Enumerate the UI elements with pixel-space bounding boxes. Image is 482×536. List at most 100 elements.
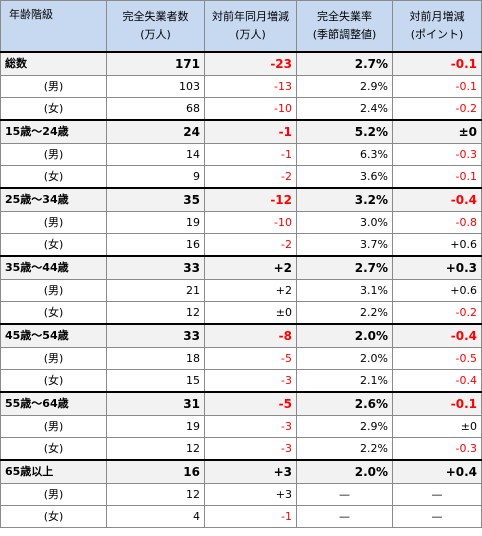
mom-change-cell: —	[392, 505, 482, 528]
age-label-cell: (女)	[0, 301, 107, 325]
mom-change-cell: -0.4	[392, 369, 482, 393]
yoy-change-cell: -12	[204, 187, 297, 212]
unemployment-rate-cell: 2.0%	[296, 347, 393, 370]
unemployed-count-cell: 16	[106, 233, 205, 257]
yoy-change-cell: -10	[204, 97, 297, 121]
age-label-cell: 45歳～54歳	[0, 323, 107, 348]
yoy-change-cell: -1	[204, 119, 297, 144]
mom-change-cell: -0.5	[392, 347, 482, 370]
table-row-sub: (男) 14 -1 6.3% -0.3	[0, 143, 482, 166]
age-label-cell: (男)	[0, 415, 107, 438]
unemployed-count-cell: 15	[106, 369, 205, 393]
unemployed-count-cell: 35	[106, 187, 205, 212]
table-row-sub: (男) 19 -3 2.9% ±0	[0, 415, 482, 438]
unemployment-rate-cell: 2.0%	[296, 459, 393, 484]
mom-change-cell: -0.8	[392, 211, 482, 234]
unemployed-count-cell: 9	[106, 165, 205, 189]
age-label-cell: (女)	[0, 97, 107, 121]
unemployed-count-cell: 14	[106, 143, 205, 166]
unemployment-rate-cell: 6.3%	[296, 143, 393, 166]
mom-change-cell: ±0	[392, 415, 482, 438]
age-label-cell: (男)	[0, 211, 107, 234]
age-label-cell: 65歳以上	[0, 459, 107, 484]
age-label-cell: (男)	[0, 143, 107, 166]
mom-change-cell: -0.2	[392, 97, 482, 121]
table-row-sub: (女) 12 ±0 2.2% -0.2	[0, 301, 482, 325]
yoy-change-cell: -8	[204, 323, 297, 348]
age-label-cell: (男)	[0, 279, 107, 302]
yoy-change-cell: ±0	[204, 301, 297, 325]
header-unemployed: 完全失業者数 (万人)	[106, 0, 205, 53]
mom-change-cell: +0.3	[392, 255, 482, 280]
table-row-sub: (男) 21 +2 3.1% +0.6	[0, 279, 482, 302]
unemployment-rate-cell: 2.1%	[296, 369, 393, 393]
yoy-change-cell: -2	[204, 233, 297, 257]
unemployment-rate-cell: 2.9%	[296, 415, 393, 438]
unemployed-count-cell: 31	[106, 391, 205, 416]
yoy-change-cell: +3	[204, 483, 297, 506]
unemployment-rate-cell: 2.4%	[296, 97, 393, 121]
table-row-sub: (男) 103 -13 2.9% -0.1	[0, 75, 482, 98]
yoy-change-cell: +3	[204, 459, 297, 484]
header-yoy: 対前年同月増減 (万人)	[204, 0, 297, 53]
unemployed-count-cell: 12	[106, 437, 205, 461]
unemployed-count-cell: 21	[106, 279, 205, 302]
yoy-change-cell: -1	[204, 143, 297, 166]
table-row-group: 25歳～34歳 35 -12 3.2% -0.4	[0, 187, 482, 212]
age-label-cell: (女)	[0, 369, 107, 393]
yoy-change-cell: -5	[204, 391, 297, 416]
table-row-sub: (男) 19 -10 3.0% -0.8	[0, 211, 482, 234]
age-label-cell: 55歳～64歳	[0, 391, 107, 416]
table-row-group: 総数 171 -23 2.7% -0.1	[0, 51, 482, 76]
age-label-cell: 15歳～24歳	[0, 119, 107, 144]
mom-change-cell: -0.4	[392, 323, 482, 348]
yoy-change-cell: -3	[204, 415, 297, 438]
unemployed-count-cell: 12	[106, 483, 205, 506]
header-rate-unit: (季節調整値)	[312, 28, 377, 41]
yoy-change-cell: -3	[204, 369, 297, 393]
header-mom-title: 対前月増減	[409, 10, 465, 23]
table-row-group: 35歳～44歳 33 +2 2.7% +0.3	[0, 255, 482, 280]
header-yoy-title: 対前年同月増減	[212, 10, 289, 23]
yoy-change-cell: -2	[204, 165, 297, 189]
unemployed-count-cell: 12	[106, 301, 205, 325]
age-label-cell: (女)	[0, 437, 107, 461]
mom-change-cell: -0.4	[392, 187, 482, 212]
unemployed-count-cell: 16	[106, 459, 205, 484]
table-row-group: 65歳以上 16 +3 2.0% +0.4	[0, 459, 482, 484]
mom-change-cell: -0.1	[392, 165, 482, 189]
unemployed-count-cell: 33	[106, 323, 205, 348]
mom-change-cell: -0.3	[392, 437, 482, 461]
unemployment-rate-cell: 3.7%	[296, 233, 393, 257]
yoy-change-cell: -23	[204, 51, 297, 76]
unemployed-count-cell: 24	[106, 119, 205, 144]
header-yoy-unit: (万人)	[235, 28, 266, 41]
unemployment-rate-cell: 3.0%	[296, 211, 393, 234]
unemployment-rate-cell: 2.2%	[296, 437, 393, 461]
table-row-group: 45歳～54歳 33 -8 2.0% -0.4	[0, 323, 482, 348]
unemployment-rate-cell: 2.2%	[296, 301, 393, 325]
header-mom: 対前月増減 (ポイント)	[392, 0, 482, 53]
table-row-group: 15歳～24歳 24 -1 5.2% ±0	[0, 119, 482, 144]
unemployment-rate-cell: 3.2%	[296, 187, 393, 212]
header-unemployed-title: 完全失業者数	[122, 10, 189, 23]
table-row-sub: (男) 18 -5 2.0% -0.5	[0, 347, 482, 370]
unemployed-count-cell: 103	[106, 75, 205, 98]
age-label-cell: (男)	[0, 75, 107, 98]
header-unemployed-unit: (万人)	[140, 28, 171, 41]
table-row-sub: (女) 9 -2 3.6% -0.1	[0, 165, 482, 189]
unemployment-rate-cell: 3.1%	[296, 279, 393, 302]
yoy-change-cell: -1	[204, 505, 297, 528]
mom-change-cell: -0.1	[392, 75, 482, 98]
mom-change-cell: -0.2	[392, 301, 482, 325]
mom-change-cell: +0.6	[392, 279, 482, 302]
table-header: 年齢階級 完全失業者数 (万人) 対前年同月増減 (万人) 完全失業率 (季節調整値)…	[0, 0, 482, 53]
mom-change-cell: +0.4	[392, 459, 482, 484]
age-label-cell: 25歳～34歳	[0, 187, 107, 212]
mom-change-cell: -0.1	[392, 391, 482, 416]
age-label-cell: (男)	[0, 347, 107, 370]
unemployment-rate-cell: 2.7%	[296, 51, 393, 76]
mom-change-cell: ±0	[392, 119, 482, 144]
yoy-change-cell: +2	[204, 279, 297, 302]
